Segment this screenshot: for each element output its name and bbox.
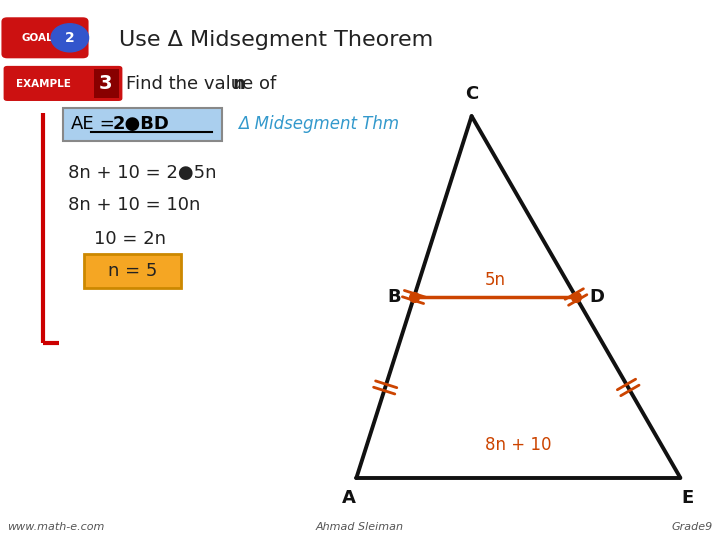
Text: 2●BD: 2●BD [113, 115, 170, 133]
FancyBboxPatch shape [84, 254, 181, 288]
Text: Use Δ Midsegment Theorem: Use Δ Midsegment Theorem [119, 30, 433, 51]
Text: D: D [589, 288, 604, 306]
Text: A: A [342, 489, 356, 507]
Text: 8n + 10 = 10n: 8n + 10 = 10n [68, 196, 201, 214]
Text: Δ Midsegment Thm: Δ Midsegment Thm [238, 115, 399, 133]
Text: 8n + 10: 8n + 10 [485, 436, 552, 455]
Text: 2: 2 [65, 31, 75, 45]
Text: C: C [465, 85, 478, 103]
Text: =: = [94, 115, 120, 133]
FancyBboxPatch shape [94, 69, 119, 98]
FancyBboxPatch shape [63, 108, 222, 141]
FancyBboxPatch shape [4, 66, 122, 101]
Text: AE: AE [71, 115, 94, 133]
Text: 3: 3 [99, 74, 112, 93]
Text: 5n: 5n [485, 271, 505, 289]
Circle shape [51, 24, 89, 52]
Text: 10 = 2n: 10 = 2n [94, 230, 166, 248]
Text: 8n + 10 = 2●5n: 8n + 10 = 2●5n [68, 164, 217, 182]
FancyBboxPatch shape [1, 17, 89, 58]
Text: B: B [387, 288, 401, 306]
Text: Ahmad Sleiman: Ahmad Sleiman [316, 522, 404, 532]
Text: www.math-e.com: www.math-e.com [7, 522, 104, 532]
Text: EXAMPLE: EXAMPLE [16, 79, 71, 89]
Text: Find the value of: Find the value of [126, 75, 282, 93]
Text: GOAL: GOAL [22, 33, 53, 43]
Text: E: E [681, 489, 694, 507]
Text: n = 5: n = 5 [108, 262, 157, 280]
Text: Grade9: Grade9 [672, 522, 713, 532]
Text: n: n [233, 75, 246, 93]
